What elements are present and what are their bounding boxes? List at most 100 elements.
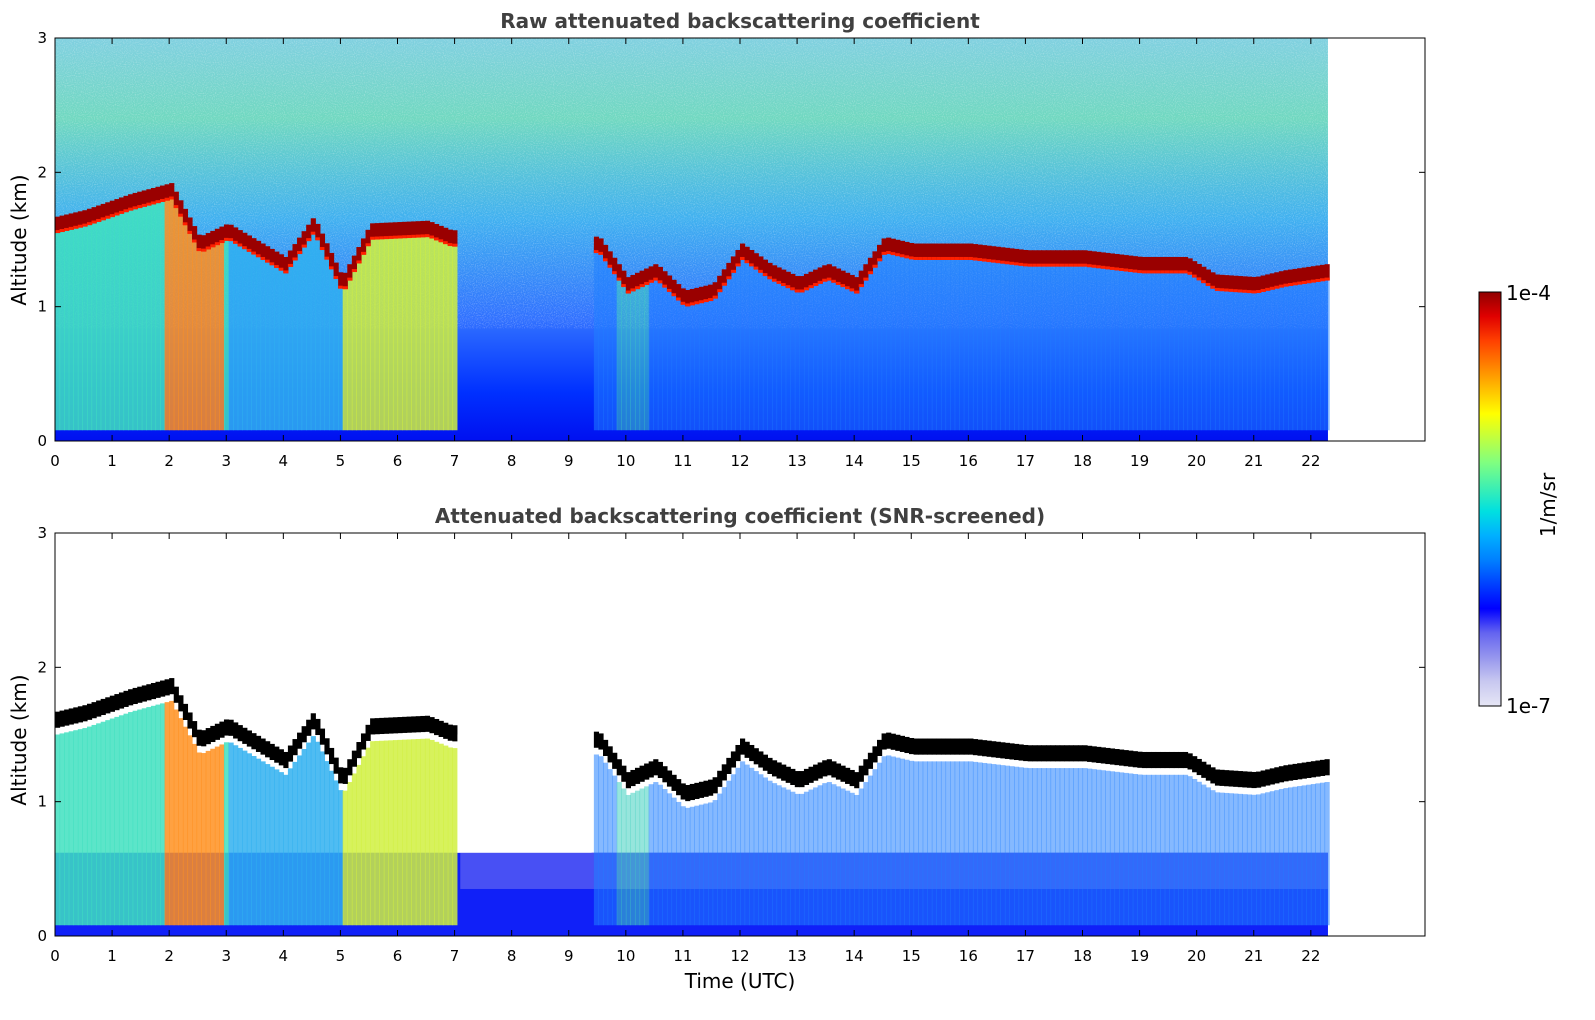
cloud-base: [1141, 751, 1148, 769]
aerosol-column: [634, 288, 641, 431]
x-tick-label: 8: [507, 947, 517, 965]
cloud-base-edge: [68, 226, 74, 230]
aerosol-column: [831, 784, 837, 926]
cloud-base: [835, 763, 842, 780]
aerosol-column: [1292, 786, 1298, 926]
aerosol-column: [1141, 774, 1148, 926]
cloud-base: [1210, 272, 1216, 289]
aerosol-column: [219, 744, 225, 926]
cloud-base-edge: [1182, 270, 1189, 274]
cloud-base-edge: [187, 230, 193, 234]
cloud-base: [1151, 751, 1157, 769]
aerosol-column: [1214, 290, 1221, 431]
aerosol-column: [292, 761, 298, 926]
cloud-base: [356, 742, 362, 759]
cloud-base: [1132, 256, 1138, 273]
cloud-base: [274, 251, 280, 268]
cloud-base: [255, 735, 262, 752]
cloud-base: [698, 781, 705, 798]
cloud-base: [333, 262, 339, 279]
cloud-base-edge: [845, 286, 851, 290]
cloud-base: [1283, 765, 1289, 782]
cloud-base: [242, 232, 248, 249]
aerosol-column: [424, 738, 431, 926]
aerosol-column: [680, 806, 686, 926]
aerosol-column: [1068, 768, 1074, 926]
cloud-base: [753, 748, 759, 765]
cloud-base: [680, 783, 686, 800]
cloud-base: [196, 234, 202, 251]
cloud-base: [771, 760, 778, 777]
aerosol-column: [164, 702, 170, 926]
cloud-base: [831, 761, 837, 778]
aerosol-column: [1319, 280, 1326, 431]
cloud-base-edge: [338, 285, 344, 289]
cloud-base: [169, 678, 175, 695]
cloud-base: [1064, 250, 1070, 267]
cloud-base-edge: [662, 284, 668, 288]
cloud-base-edge: [612, 271, 618, 275]
cloud-base-edge: [415, 234, 421, 238]
cloud-base: [1310, 761, 1316, 778]
cloud-base: [1274, 272, 1280, 289]
aerosol-column: [1301, 785, 1307, 926]
aerosol-column: [1196, 781, 1202, 926]
cloud-base: [205, 233, 211, 250]
aerosol-column: [1091, 267, 1097, 431]
cloud-base: [863, 759, 869, 776]
cloud-base: [680, 288, 686, 305]
cloud-base: [109, 695, 115, 712]
cloud-base-edge: [1091, 264, 1097, 268]
cloud-base: [329, 252, 335, 270]
cloud-base: [1260, 275, 1266, 292]
cloud-base-edge: [443, 241, 449, 245]
cloud-base-edge: [219, 240, 225, 244]
cloud-base-edge: [287, 263, 294, 267]
aerosol-column: [420, 237, 426, 431]
cloud-base-edge: [192, 239, 198, 243]
cloud-base: [1292, 763, 1298, 781]
aerosol-column: [1023, 767, 1029, 926]
aerosol-column: [1132, 773, 1138, 926]
cloud-base: [283, 256, 289, 274]
aerosol-column: [721, 787, 727, 926]
x-tick-label: 18: [1073, 947, 1092, 965]
aerosol-column: [1237, 793, 1243, 926]
cloud-base: [1219, 769, 1225, 786]
cloud-base: [767, 262, 773, 279]
aerosol-column: [698, 804, 705, 926]
cloud-base-edge: [625, 290, 631, 294]
cloud-base-edge: [771, 278, 778, 282]
cloud-base: [388, 717, 394, 734]
aerosol-column: [730, 272, 737, 431]
cloud-base: [895, 734, 901, 751]
aerosol-column: [109, 718, 115, 926]
aerosol-column: [1014, 265, 1020, 431]
cloud-base: [771, 265, 778, 282]
aerosol-column: [744, 262, 750, 431]
cloud-base: [1201, 761, 1207, 778]
cloud-base: [863, 264, 869, 281]
cloud-base-edge: [452, 243, 458, 247]
aerosol-column: [931, 761, 937, 926]
cloud-base: [59, 710, 65, 727]
aerosol-column: [447, 245, 453, 431]
aerosol-column: [1315, 783, 1321, 926]
aerosol-column: [1278, 789, 1285, 926]
cloud-base: [991, 246, 997, 263]
cloud-base: [1242, 276, 1248, 293]
aerosol-column: [292, 260, 298, 431]
cloud-base: [351, 255, 357, 272]
aerosol-column: [808, 287, 814, 431]
cloud-base: [141, 190, 147, 207]
aerosol-column: [1004, 263, 1011, 431]
cloud-base: [808, 766, 814, 783]
cloud-base-edge: [676, 297, 682, 301]
x-tick-label: 3: [221, 947, 231, 965]
cloud-base: [128, 194, 134, 211]
cloud-base: [1146, 256, 1152, 274]
cloud-base: [301, 231, 307, 248]
cloud-base-edge: [1297, 281, 1303, 285]
cloud-base: [114, 199, 120, 216]
aerosol-column: [1041, 266, 1047, 431]
